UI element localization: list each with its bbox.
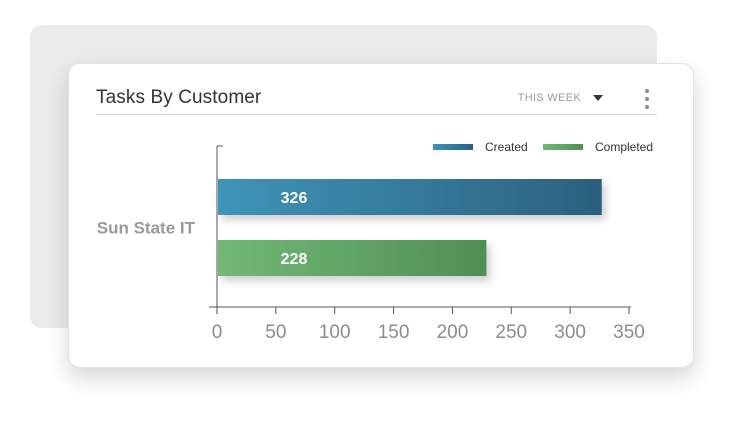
category-label: Sun State IT bbox=[97, 219, 196, 238]
caret-down-icon bbox=[593, 95, 603, 101]
data-label-created: 326 bbox=[281, 190, 308, 207]
card-header: Tasks By Customer THIS WEEK bbox=[96, 84, 657, 115]
x-tick-label: 300 bbox=[554, 322, 586, 343]
card-title: Tasks By Customer bbox=[96, 87, 262, 108]
period-dropdown[interactable]: THIS WEEK bbox=[518, 92, 603, 104]
data-label-completed: 228 bbox=[281, 251, 308, 268]
period-label: THIS WEEK bbox=[517, 92, 581, 104]
x-tick-label: 50 bbox=[265, 322, 286, 343]
x-tick-label: 100 bbox=[319, 322, 351, 343]
legend-swatch-completed bbox=[543, 144, 583, 150]
legend-label-completed: Completed bbox=[595, 140, 653, 154]
kebab-menu-icon[interactable] bbox=[643, 89, 651, 109]
legend-label-created: Created bbox=[485, 140, 528, 154]
x-tick-label: 350 bbox=[613, 322, 645, 343]
bar-chart: Created Completed 0 50 100 150 200 250 300 350 Su… bbox=[97, 140, 653, 343]
x-tick-label: 0 bbox=[212, 322, 223, 343]
x-tick-label: 250 bbox=[495, 322, 527, 343]
legend-swatch-created bbox=[433, 144, 473, 150]
bar-completed[interactable] bbox=[218, 240, 487, 276]
x-tick-label: 150 bbox=[378, 322, 410, 343]
bar-created[interactable] bbox=[218, 179, 602, 215]
tasks-by-customer-card: Tasks By Customer THIS WEEK bbox=[68, 63, 694, 368]
x-tick-label: 200 bbox=[437, 322, 469, 343]
